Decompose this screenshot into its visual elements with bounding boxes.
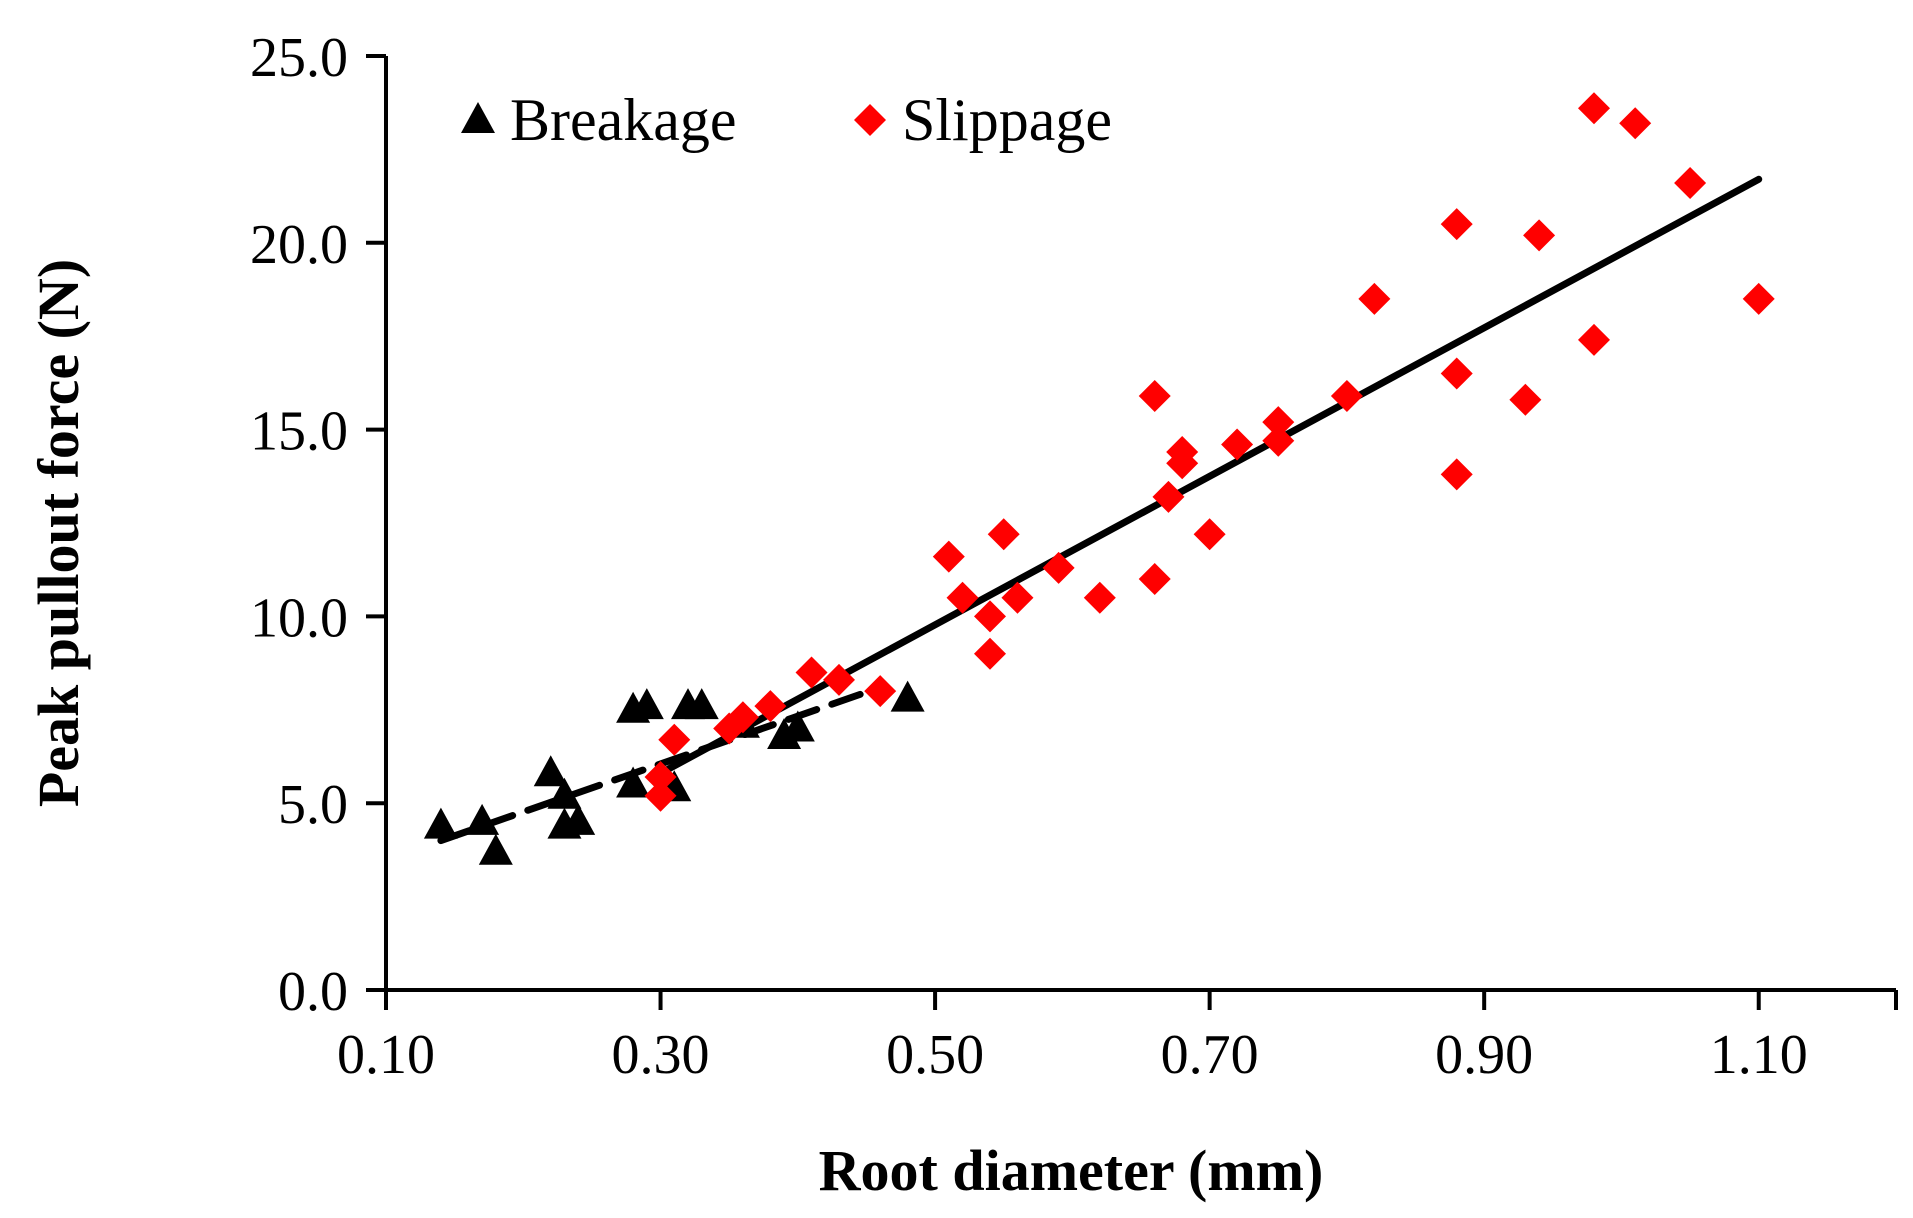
slippage-point <box>1440 208 1473 241</box>
breakage-point <box>547 777 582 809</box>
slippage-point <box>1330 379 1363 412</box>
slippage-point <box>644 779 677 812</box>
ticks: 0.0 5.0 10.0 15.0 20.0 25.0 0.10 0.30 0.50 0.70 0.… <box>250 27 1898 1086</box>
y-tick-label: 0.0 <box>278 961 348 1023</box>
slippage-point <box>1042 551 1075 584</box>
x-tick-label: 0.90 <box>1435 1024 1533 1086</box>
breakage-point <box>780 710 815 742</box>
trendlines <box>437 175 1763 845</box>
slippage-point <box>1440 357 1473 390</box>
slippage-point <box>946 581 979 614</box>
slippage-point <box>1193 518 1226 551</box>
y-axis-title: Peak pullout force (N) <box>26 259 91 807</box>
legend-marker-breakage <box>461 102 495 133</box>
slippage-point <box>1578 323 1610 356</box>
y-tick-label: 15.0 <box>250 401 348 463</box>
legend-label-slippage: Slippage <box>902 87 1112 153</box>
slippage-trendline <box>657 175 1763 777</box>
data-points <box>423 92 1775 865</box>
slippage-point <box>1138 379 1171 412</box>
slippage-point <box>1166 436 1199 469</box>
slippage-point <box>754 690 787 723</box>
slippage-point <box>726 701 759 734</box>
slippage-point <box>1742 282 1775 315</box>
slippage-point <box>1440 458 1473 491</box>
slippage-point <box>1152 480 1185 513</box>
slippage-point <box>823 663 855 696</box>
slippage-point <box>1523 219 1556 252</box>
breakage-point <box>629 688 664 720</box>
y-tick-label: 10.0 <box>250 587 348 649</box>
slippage-point <box>1509 383 1542 416</box>
slippage-point <box>1578 92 1610 125</box>
slippage-point <box>1001 581 1034 614</box>
slippage-point <box>1083 581 1116 614</box>
slippage-point <box>974 600 1006 633</box>
slippage-point <box>1358 282 1391 315</box>
slippage-point <box>795 656 828 689</box>
x-tick-label: 0.10 <box>337 1024 435 1086</box>
axes <box>384 56 1896 992</box>
slippage-point <box>1619 107 1652 140</box>
x-axis-title: Root diameter (mm) <box>819 1138 1324 1203</box>
legend: Breakage Slippage <box>461 87 1112 153</box>
slippage-point <box>1138 563 1171 596</box>
slippage-point <box>1221 428 1254 461</box>
slippage-point <box>644 761 677 794</box>
slippage-point <box>1674 167 1707 200</box>
x-tick-label: 0.70 <box>1161 1024 1259 1086</box>
breakage-point <box>465 803 500 835</box>
slippage-point <box>1262 424 1295 457</box>
y-tick-label: 20.0 <box>250 214 348 276</box>
y-tick-label: 5.0 <box>278 774 348 836</box>
slippage-point <box>974 637 1006 670</box>
slippage-point <box>864 675 897 708</box>
breakage-point <box>890 680 925 712</box>
slippage-point <box>658 723 691 756</box>
slippage-point <box>932 540 965 573</box>
y-tick-label: 25.0 <box>250 27 348 89</box>
x-tick-label: 0.30 <box>612 1024 710 1086</box>
slippage-point <box>1262 406 1295 439</box>
breakage-point <box>616 766 651 798</box>
x-tick-label: 1.10 <box>1710 1024 1808 1086</box>
slippage-point <box>987 518 1020 551</box>
breakage-point <box>684 688 719 720</box>
legend-marker-slippage <box>854 104 886 136</box>
legend-label-breakage: Breakage <box>510 87 737 153</box>
breakage-point <box>561 803 596 835</box>
breakage-point <box>423 807 458 839</box>
x-tick-label: 0.50 <box>886 1024 984 1086</box>
breakage-point <box>533 755 568 787</box>
breakage-point <box>478 833 513 865</box>
